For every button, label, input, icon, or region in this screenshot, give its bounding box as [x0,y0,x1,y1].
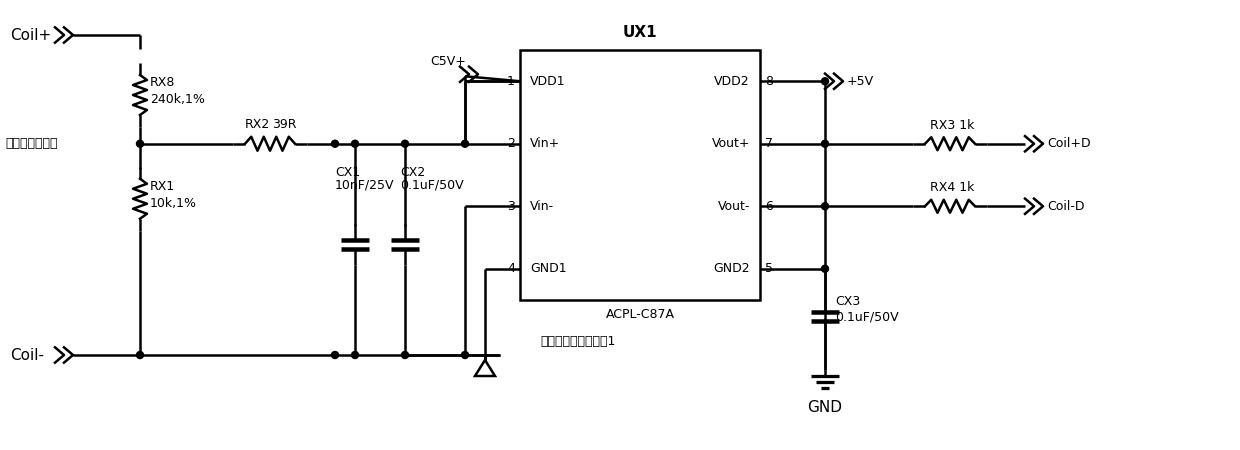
Text: GND1: GND1 [529,262,567,275]
Text: VDD2: VDD2 [714,75,750,88]
Text: 3: 3 [507,200,515,213]
Text: Vin+: Vin+ [529,137,560,150]
Circle shape [461,351,469,359]
Bar [520,50,760,300]
Text: Vout+: Vout+ [712,137,750,150]
Circle shape [821,203,828,210]
Text: GND2: GND2 [713,262,750,275]
Text: 7: 7 [765,137,773,150]
Text: GND: GND [807,400,842,415]
Text: 0.1uF/50V: 0.1uF/50V [401,179,464,192]
Circle shape [402,351,408,359]
Text: 10k,1%: 10k,1% [150,197,197,210]
Text: 5: 5 [765,262,773,275]
Circle shape [136,140,144,147]
Text: C5V+: C5V+ [430,55,466,68]
Text: 6: 6 [765,200,773,213]
Text: CX3: CX3 [835,295,861,308]
Circle shape [821,265,828,272]
Circle shape [821,78,828,85]
Text: Vin-: Vin- [529,200,554,213]
Text: 1: 1 [507,75,515,88]
Text: Coil+: Coil+ [10,27,51,42]
Circle shape [331,351,339,359]
Text: RX8: RX8 [150,76,175,90]
Text: RX4 1k: RX4 1k [930,181,975,194]
Text: Coil-D: Coil-D [1047,200,1085,213]
Text: CX2: CX2 [401,166,425,179]
Circle shape [351,140,358,147]
Text: 0.1uF/50V: 0.1uF/50V [835,310,899,324]
Circle shape [331,140,339,147]
Text: CX1: CX1 [335,166,361,179]
Text: 39R: 39R [272,118,296,131]
Text: +5V: +5V [847,75,874,88]
Text: 2: 2 [507,137,515,150]
Text: 4: 4 [507,262,515,275]
Text: ACPL-C87A: ACPL-C87A [605,308,675,321]
Circle shape [402,140,408,147]
Circle shape [136,351,144,359]
Text: 10nF/25V: 10nF/25V [335,179,394,192]
Text: RX3 1k: RX3 1k [930,119,975,132]
Text: Coil-: Coil- [10,347,43,363]
Circle shape [461,140,469,147]
Circle shape [821,140,828,147]
Text: Coil+D: Coil+D [1047,137,1091,150]
Text: VDD1: VDD1 [529,75,565,88]
Text: UX1: UX1 [622,25,657,40]
Circle shape [351,351,358,359]
Text: 电磁锁线圈电压: 电磁锁线圈电压 [5,137,57,150]
Text: 8: 8 [765,75,773,88]
Text: 240k,1%: 240k,1% [150,94,205,107]
Text: Vout-: Vout- [718,200,750,213]
Text: 隔离放大器，增益为1: 隔离放大器，增益为1 [539,335,615,348]
Text: RX2: RX2 [246,118,270,131]
Text: RX1: RX1 [150,180,175,193]
